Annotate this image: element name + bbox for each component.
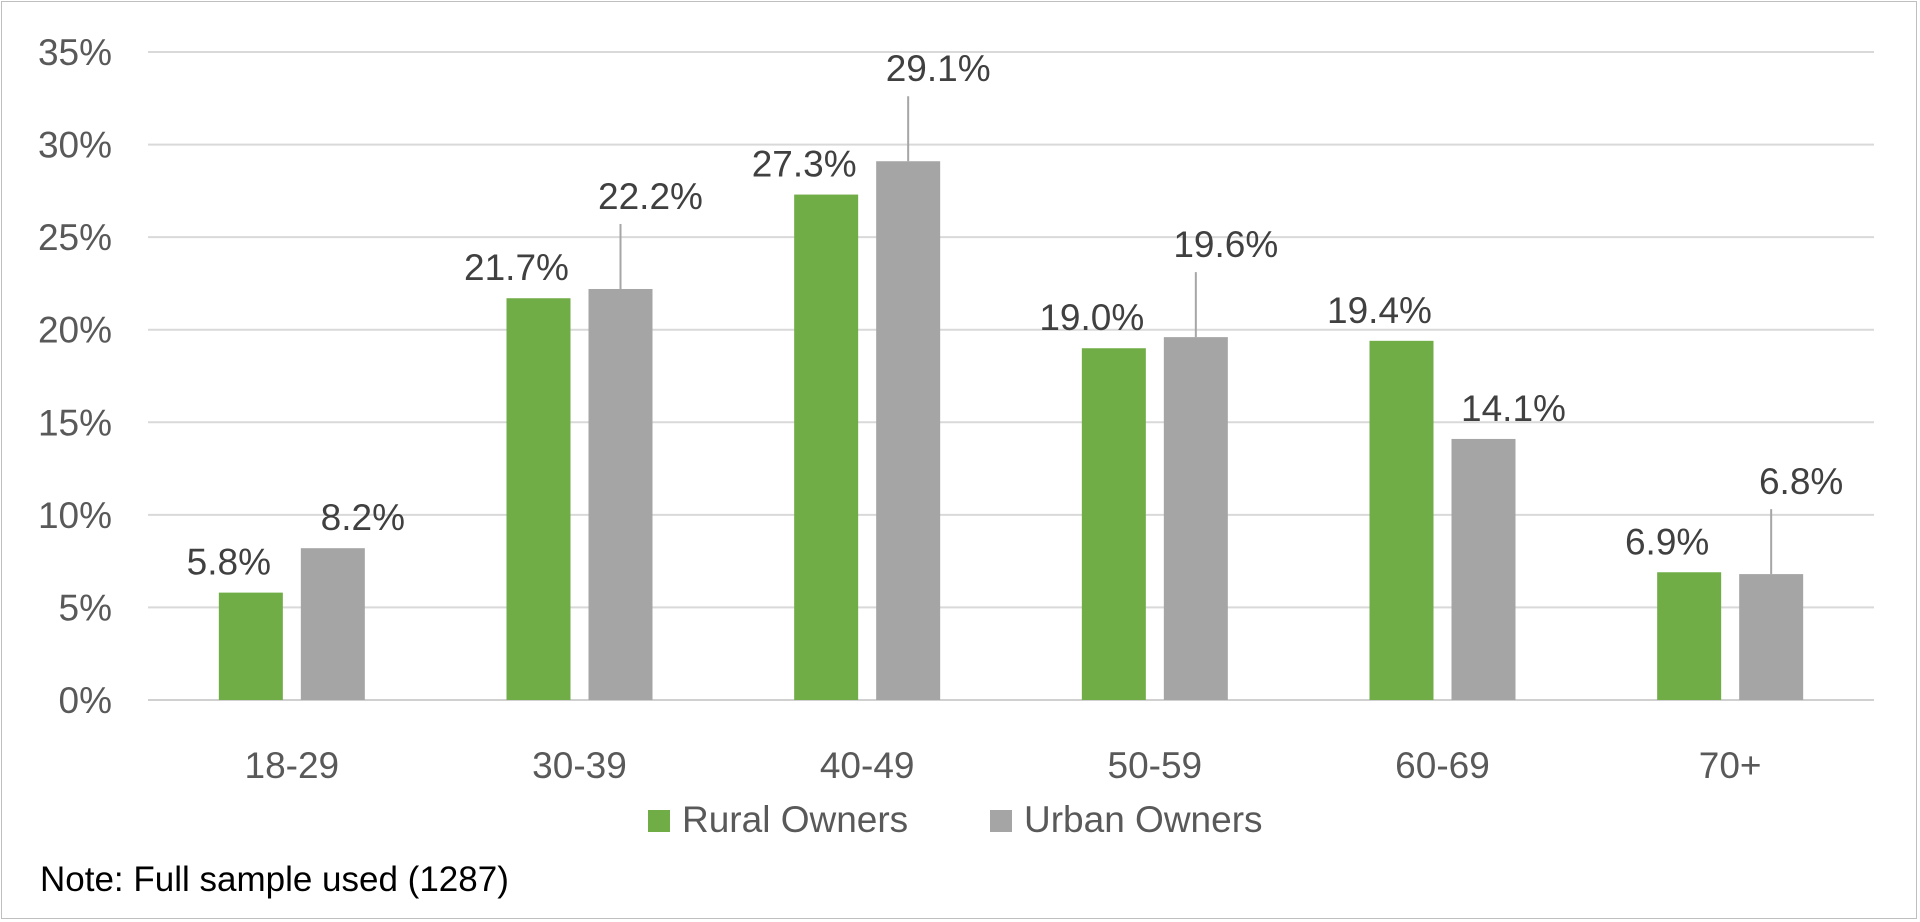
y-tick-label: 20%: [38, 310, 112, 351]
data-label: 22.2%: [598, 176, 703, 217]
bar-urban: [1739, 574, 1804, 700]
bar-urban: [1163, 337, 1228, 700]
x-tick-label: 60-69: [1395, 745, 1490, 786]
y-tick-label: 0%: [59, 680, 112, 721]
x-tick-label: 50-59: [1108, 745, 1203, 786]
y-tick-label: 30%: [38, 125, 112, 166]
y-tick-label: 15%: [38, 402, 112, 443]
legend-label: Rural Owners: [682, 799, 908, 840]
data-label: 14.1%: [1461, 388, 1566, 429]
data-label: 6.8%: [1759, 461, 1843, 502]
bar-rural: [218, 592, 283, 700]
y-tick-label: 5%: [59, 587, 112, 628]
bar-urban: [1451, 438, 1516, 700]
bar-rural: [794, 194, 859, 700]
bar-urban: [588, 288, 653, 700]
bar-rural: [1081, 348, 1146, 700]
data-label: 27.3%: [752, 144, 857, 185]
y-tick-label: 35%: [38, 32, 112, 73]
x-tick-label: 40-49: [820, 745, 915, 786]
bar-rural: [1657, 572, 1722, 700]
y-tick-label: 10%: [38, 495, 112, 536]
legend-swatch: [648, 810, 670, 832]
data-label: 21.7%: [464, 247, 569, 288]
x-tick-label: 70+: [1699, 745, 1762, 786]
bar-rural: [506, 298, 571, 700]
data-label: 5.8%: [187, 542, 271, 583]
bar-rural: [1369, 340, 1434, 700]
data-label: 29.1%: [886, 48, 991, 89]
data-label: 19.6%: [1173, 224, 1278, 265]
data-label: 19.4%: [1327, 290, 1432, 331]
bar-urban: [876, 161, 941, 701]
x-tick-label: 18-29: [245, 745, 340, 786]
data-label: 6.9%: [1625, 521, 1709, 562]
legend-swatch: [990, 810, 1012, 832]
data-label: 19.0%: [1039, 297, 1144, 338]
data-label: 8.2%: [321, 497, 405, 538]
x-tick-label: 30-39: [532, 745, 627, 786]
chart-note: Note: Full sample used (1287): [40, 860, 509, 899]
legend-label: Urban Owners: [1024, 799, 1263, 840]
y-tick-label: 25%: [38, 217, 112, 258]
bar-urban: [300, 548, 365, 700]
